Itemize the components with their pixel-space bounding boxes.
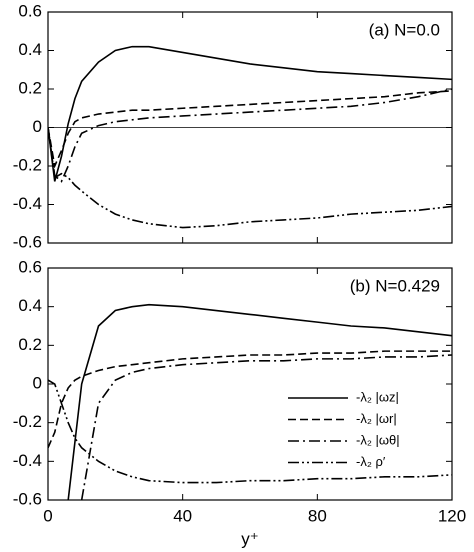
y-tick-label: -0.6 (13, 232, 42, 251)
plot-frame (47, 11, 453, 244)
plot-frame (47, 267, 453, 501)
y-tick-label: -0.2 (13, 155, 42, 174)
y-tick-label: 0.2 (18, 78, 42, 97)
plot-area (48, 303, 452, 500)
y-tick-label: 0.4 (18, 40, 42, 59)
x-tick-label: 40 (173, 506, 192, 525)
annotation: (b) N=0.429 (350, 276, 440, 295)
panel: 0.6 0.4 0.2 0 -0.2 -0.4 -0.6 (a) N=0.0 (13, 1, 453, 251)
x-tick-label: 0 (43, 506, 52, 525)
plot-area (48, 45, 452, 229)
y-tick-label: 0 (33, 117, 42, 136)
y-tick-label: -0.6 (13, 489, 42, 508)
y-tick-label: -0.2 (13, 412, 42, 431)
series-line (48, 90, 452, 169)
y-tick-label: 0 (33, 373, 42, 392)
x-axis-label: y⁺ (241, 529, 258, 548)
y-tick-label: -0.4 (13, 451, 42, 470)
series-line (48, 88, 452, 183)
annotation: (a) N=0.0 (369, 20, 440, 39)
y-tick-label: 0.2 (18, 335, 42, 354)
panel: 0.60.40.20-0.2-0.4-0.60 40 80 120(b) N=0.42… (13, 257, 466, 548)
x-tick-label: 120 (438, 506, 466, 525)
legend-label: -λ₂ |ωr| (356, 411, 397, 426)
series-line (67, 303, 452, 500)
legend-label: -λ₂ ρ′ (356, 454, 386, 469)
series-line (48, 350, 452, 449)
y-tick-label: 0.6 (18, 1, 42, 20)
y-tick-label: 0.6 (18, 257, 42, 276)
series-line (48, 127, 452, 229)
x-tick-label: 80 (308, 506, 327, 525)
legend-label: -λ₂ |ωz| (356, 389, 399, 404)
legend-label: -λ₂ |ωθ| (356, 432, 400, 447)
series-line (80, 354, 452, 500)
y-tick-label: -0.4 (13, 194, 42, 213)
series-line (48, 45, 452, 182)
y-tick-label: 0.4 (18, 296, 42, 315)
series-line (48, 379, 452, 484)
